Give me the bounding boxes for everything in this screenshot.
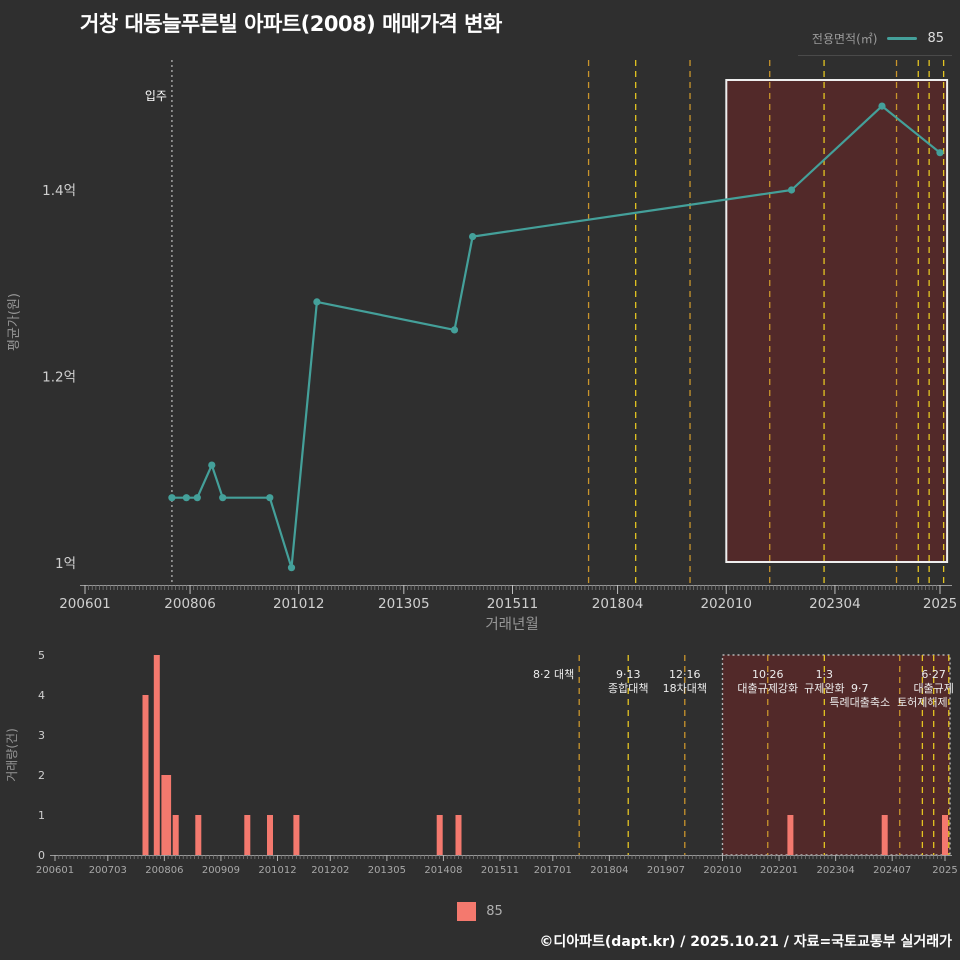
source-credit: ©디아파트(dapt.kr) / 2025.10.21 / 자료=국토교통부 실…	[539, 934, 952, 950]
main-price-chart: 입주 200601 200806 201012 201305 201511 201804 20…	[7, 60, 957, 633]
price-point	[313, 298, 321, 306]
policy-label: 대출규제강화	[737, 682, 798, 695]
y-tick-label: 0	[38, 849, 45, 862]
x-tick-label: 2025	[923, 596, 957, 612]
policy-label: 종합대책	[608, 682, 648, 695]
volume-bar	[293, 815, 300, 855]
x-tick-label: 200601	[36, 865, 74, 876]
x-tick-label: 200909	[202, 865, 240, 876]
x-tick-label: 201012	[273, 596, 325, 612]
volume-bar	[244, 815, 251, 855]
y-tick-label: 2	[38, 769, 45, 782]
price-point	[936, 149, 944, 157]
x-tick-label: 201305	[368, 865, 406, 876]
volume-bar	[195, 815, 202, 855]
policy-label: 12·16	[669, 668, 701, 681]
y-tick-label: 1.4억	[42, 183, 76, 199]
x-tick-label: 202010	[700, 596, 752, 612]
x-tick-label: 201408	[424, 865, 462, 876]
x-tick-label: 201511	[487, 596, 539, 612]
volume-bar	[267, 815, 273, 855]
x-tick-label: 2025	[932, 865, 957, 876]
legend-swatch-label: 85	[486, 904, 503, 919]
volume-bar	[142, 695, 149, 855]
policy-label: 특례대출축소	[829, 696, 890, 709]
policy-label: 규제완화	[804, 682, 844, 695]
x-tick-label: 201511	[481, 865, 519, 876]
x-tick-label: 201202	[311, 865, 349, 876]
policy-label: 18차대책	[663, 682, 707, 695]
price-point	[287, 564, 296, 572]
volume-bar	[165, 775, 172, 855]
highlight-region-volume	[721, 654, 951, 856]
x-tick-label: 200601	[59, 596, 111, 612]
price-point	[787, 186, 796, 194]
price-point	[469, 233, 477, 241]
policy-label: 6·27	[921, 668, 946, 681]
y-axis-title: 평균가(원)	[7, 293, 22, 351]
volume-bar	[787, 815, 794, 855]
x-tick-label: 200806	[164, 596, 216, 612]
policy-label: 9·13	[616, 668, 641, 681]
y-tick-label: 4	[38, 689, 45, 702]
x-tick-label: 201907	[647, 865, 685, 876]
x-tick-label: 200806	[145, 865, 183, 876]
x-tick-label: 202304	[817, 865, 855, 876]
volume-bar	[881, 815, 888, 855]
policy-label: 9·7	[851, 682, 869, 695]
y-tick-label: 1	[38, 809, 45, 822]
series-legend[interactable]: 전용면적(㎡) 85	[797, 26, 952, 56]
series-line-icon	[887, 37, 918, 40]
x-tick-label: 200703	[89, 865, 127, 876]
y-tick-label: 3	[38, 729, 45, 742]
legend-swatch-icon	[457, 902, 477, 921]
y-tick-label: 1억	[55, 556, 76, 572]
volume-bar	[455, 815, 462, 855]
price-point	[182, 494, 190, 502]
x-tick-label: 201804	[590, 865, 628, 876]
y-tick-label: 5	[38, 649, 45, 662]
volume-bar	[172, 815, 179, 855]
price-point	[450, 326, 459, 334]
y-tick-label: 1.2억	[42, 370, 76, 386]
policy-label: 8·2 대책	[533, 668, 574, 681]
price-point	[193, 494, 201, 502]
x-tick-label: 202407	[873, 865, 911, 876]
x-tick-label: 202201	[760, 865, 798, 876]
y-axis-title-volume: 거래량(건)	[5, 728, 19, 782]
policy-label: 토허제해제	[897, 695, 948, 709]
policy-label: 대출규제	[913, 682, 953, 695]
price-point	[266, 494, 274, 502]
move-in-label: 입주	[145, 89, 167, 103]
legend-label: 전용면적(㎡)	[811, 32, 878, 46]
price-point	[878, 102, 886, 110]
x-tick-label: 201305	[378, 596, 430, 612]
volume-bar	[942, 815, 948, 855]
price-point	[219, 494, 227, 502]
x-tick-label: 201012	[258, 865, 296, 876]
x-tick-label: 201701	[534, 865, 572, 876]
x-tick-label: 202010	[703, 865, 741, 876]
volume-legend[interactable]: 85	[0, 902, 960, 921]
policy-label: 1·3	[816, 668, 834, 681]
highlight-region	[725, 79, 949, 563]
policy-label: 10·26	[752, 668, 784, 681]
x-tick-label: 202304	[809, 596, 861, 612]
price-point	[208, 461, 216, 469]
x-axis-title: 거래년월	[485, 616, 538, 633]
price-point	[168, 494, 176, 502]
volume-bar	[153, 655, 160, 855]
volume-bar	[436, 815, 443, 855]
legend-series-value[interactable]: 85	[927, 31, 944, 46]
x-tick-label: 201804	[592, 596, 644, 612]
page-title: 거창 대동늘푸른빌 아파트(2008) 매매가격 변화	[80, 12, 502, 36]
volume-bar	[161, 775, 168, 855]
